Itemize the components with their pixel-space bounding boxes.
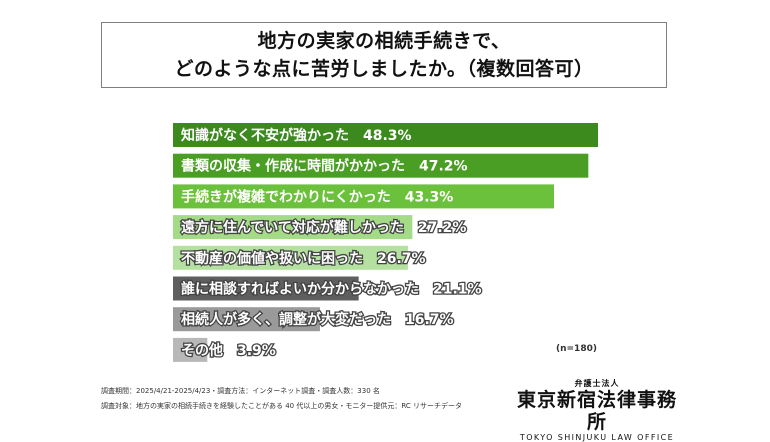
bar-label-8: その他 3.9% <box>181 342 276 359</box>
bar-8 <box>173 337 208 362</box>
bar-label-4: 遠方に住んでいて対応が難しかった 27.2% <box>181 219 466 236</box>
survey-period-note: 調査期間：2025/4/21-2025/4/23・調査方法：インターネット調査・… <box>101 387 380 395</box>
title-line-1: 地方の実家の相続手続きで、 <box>257 30 511 52</box>
bar-4 <box>173 215 413 240</box>
logo-subtitle: 弁護士法人 <box>574 379 620 388</box>
bar-6 <box>173 276 359 301</box>
bar-1 <box>173 123 598 147</box>
bar-label-3: 手続きが複雑でわかりにくかった 43.3% <box>181 188 453 205</box>
bar-2 <box>173 153 589 178</box>
bar-7 <box>173 307 320 332</box>
sample-size-note: (n=180) <box>556 344 597 354</box>
logo-english-name: TOKYO SHINJUKU LAW OFFICE <box>519 433 675 442</box>
survey-target-note: 調査対象：地方の実家の相続手続きを経験したことがある 40 代以上の男女・モニタ… <box>101 402 462 410</box>
bar-label-6: 誰に相談すればよいか分からなかった 21.1% <box>181 281 482 298</box>
bar-chart: 知識がなく不安が強かった 48.3% 書類の収集・作成に時間がかかった 47.2%… <box>173 123 598 362</box>
bar-label-7: 相続人が多く、調整が大変だった 16.7% <box>181 311 454 328</box>
bar-label-1: 知識がなく不安が強かった 48.3% <box>181 127 412 144</box>
bar-5 <box>173 245 408 270</box>
bar-3 <box>173 184 555 209</box>
title-line-2: どのような点に苦労しましたか。（複数回答可） <box>174 58 594 80</box>
bar-label-5: 不動産の価値や扱いに困った 26.7% <box>181 250 426 267</box>
bar-label-2: 書類の収集・作成に時間がかかった 47.2% <box>181 158 468 175</box>
title-box: 地方の実家の相続手続きで、 どのような点に苦労しましたか。（複数回答可） <box>101 22 667 88</box>
logo-name: 東京新宿法律事務所 <box>517 389 678 433</box>
law-office-logo: 弁護士法人 東京新宿法律事務所 TOKYO SHINJUKU LAW OFFIC… <box>517 378 677 442</box>
